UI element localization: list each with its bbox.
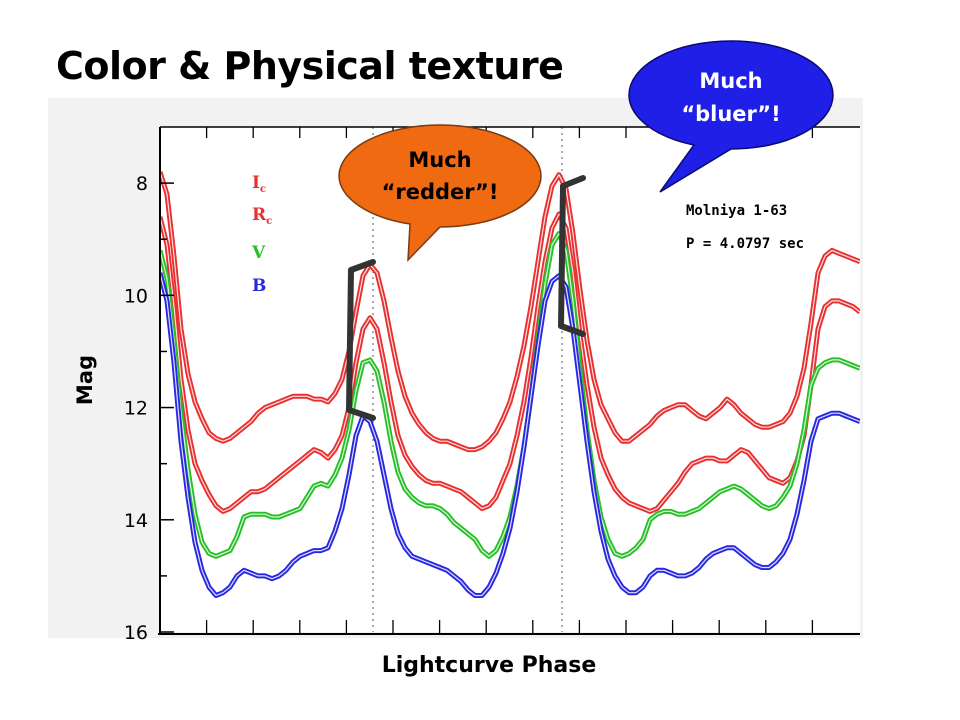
legend-sub: c: [260, 184, 266, 195]
series-line-core-b: [160, 272, 860, 597]
series-b: [160, 272, 860, 598]
callout-redder-bubble: [338, 124, 542, 262]
legend-sub: c: [266, 216, 272, 227]
callout-redder-line1: Much: [408, 148, 471, 172]
object-annotation: Molniya 1-63: [686, 203, 787, 219]
legend-entry-ic: Ic: [252, 173, 266, 195]
tick-layer: 8 10 12 14 16: [124, 127, 814, 644]
series-line-core-rc: [160, 213, 860, 512]
y-tick-label: 12: [124, 398, 148, 420]
x-axis-label: Lightcurve Phase: [382, 653, 597, 678]
legend-main: R: [252, 205, 267, 225]
y-axis-label: Mag: [73, 355, 97, 405]
legend-entry-rc: Rc: [252, 205, 272, 227]
slide-title: Color & Physical texture: [56, 44, 564, 88]
y-tick-label: 10: [124, 285, 148, 307]
legend: Ic Rc V B: [251, 173, 272, 296]
series-line-core-ic: [160, 171, 860, 451]
y-tick-label: 16: [124, 622, 148, 644]
callout-bluer-bubble: [628, 40, 834, 193]
callout-redder: Much “redder”!: [338, 124, 542, 262]
bracket-left: [346, 259, 376, 421]
legend-entry-b: B: [252, 276, 266, 296]
series-rc: [160, 211, 860, 514]
y-tick-label: 14: [124, 510, 148, 532]
bracket-right: [558, 175, 586, 337]
callout-bluer-line1: Much: [699, 69, 762, 93]
legend-entry-v: V: [251, 243, 266, 263]
callout-redder-line2: “redder”!: [382, 180, 499, 204]
legend-main: I: [252, 173, 260, 193]
period-annotation: P = 4.0797 sec: [686, 236, 804, 252]
y-tick-label: 8: [136, 173, 148, 195]
callout-bluer-line2: “bluer”!: [681, 102, 780, 126]
callout-bluer: Much “bluer”!: [628, 40, 834, 193]
series-ic: [160, 171, 860, 453]
series-layer: [160, 171, 860, 598]
